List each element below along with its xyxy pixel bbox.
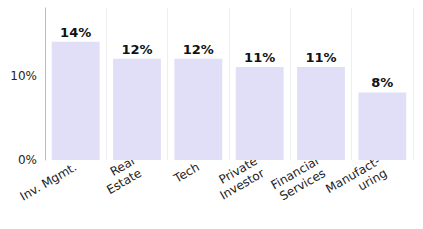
svg-text:Inv. Mgmt.: Inv. Mgmt.: [18, 160, 80, 204]
svg-text:Investor: Investor: [217, 166, 266, 203]
svg-text:14%: 14%: [60, 25, 91, 40]
svg-text:uring: uring: [355, 166, 389, 194]
svg-text:11%: 11%: [244, 50, 275, 65]
svg-text:Manufact-: Manufact-: [323, 153, 383, 196]
svg-text:12%: 12%: [183, 42, 214, 57]
svg-text:Services: Services: [277, 166, 328, 203]
svg-text:12%: 12%: [121, 42, 152, 57]
svg-text:8%: 8%: [371, 75, 393, 90]
svg-text:10%: 10%: [10, 69, 37, 83]
svg-text:11%: 11%: [305, 50, 336, 65]
svg-text:0%: 0%: [18, 153, 37, 167]
svg-text:Estate: Estate: [104, 166, 144, 197]
svg-text:Tech: Tech: [171, 160, 202, 186]
